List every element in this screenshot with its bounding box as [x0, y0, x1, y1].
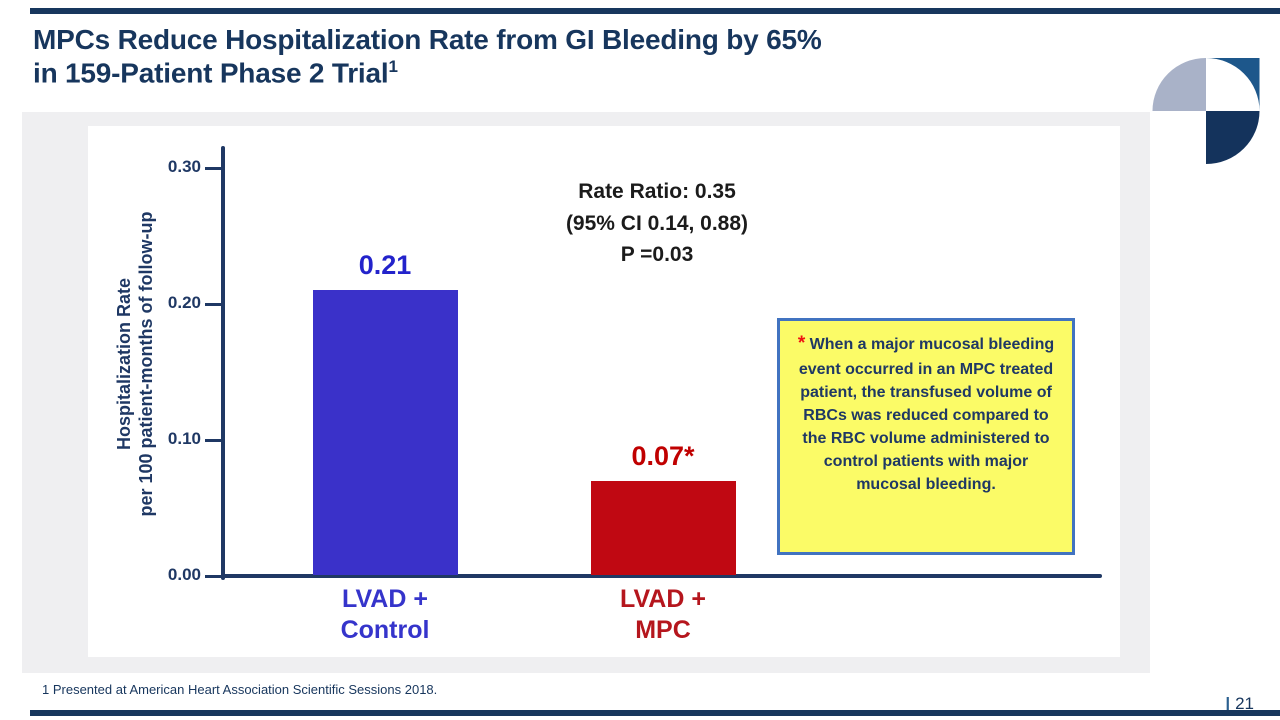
slide-title-line1: MPCs Reduce Hospitalization Rate from GI… [33, 24, 822, 55]
y-axis-tick-mark [205, 302, 221, 306]
stats-p-value: P =0.03 [620, 243, 694, 266]
y-axis-tick-mark [205, 574, 221, 578]
y-axis-line [221, 146, 225, 580]
page-number-value: 21 [1235, 694, 1254, 713]
y-axis-tick-label: 0.10 [167, 429, 201, 448]
y-axis-title: Hospitalization Rate per 100 patient-mon… [114, 149, 160, 579]
slide-title: MPCs Reduce Hospitalization Rate from GI… [33, 24, 1033, 90]
bottom-accent-bar [30, 710, 1280, 716]
bar-control [312, 290, 458, 575]
y-axis-tick-label: 0.30 [167, 157, 201, 176]
y-axis-title-line2: per 100 patient-months of follow-up [135, 211, 156, 517]
stats-rate-ratio: Rate Ratio: 0.35 [578, 180, 736, 203]
bar-mpc [590, 480, 736, 575]
stats-annotation: Rate Ratio: 0.35 (95% CI 0.14, 0.88) P =… [477, 176, 837, 271]
top-accent-bar [30, 8, 1280, 14]
y-axis-tick-label: 0.00 [167, 565, 201, 584]
x-axis-category-label: LVAD + MPC [620, 585, 706, 644]
footnote-callout-box: * When a major mucosal bleeding event oc… [777, 318, 1075, 555]
page-number: | 21 [1190, 694, 1254, 714]
callout-text: When a major mucosal bleeding event occu… [798, 336, 1055, 494]
x-axis-category-label: LVAD + Control [340, 585, 430, 644]
page-number-separator: | [1225, 694, 1231, 713]
bar-value-label: 0.07* [631, 440, 695, 471]
asterisk-marker: * [797, 333, 806, 354]
x-axis-line [221, 574, 1102, 578]
y-axis-tick-mark [205, 438, 221, 442]
stats-confidence-interval: (95% CI 0.14, 0.88) [565, 211, 749, 235]
logo-quarter-navy [1206, 111, 1260, 164]
title-footnote-marker: 1 [388, 56, 398, 76]
company-logo [1152, 58, 1260, 164]
bar-value-label: 0.21 [358, 250, 412, 281]
logo-quarter-blue [1206, 58, 1260, 111]
y-axis-tick-mark [205, 166, 221, 170]
y-axis-tick-label: 0.20 [167, 293, 201, 312]
logo-quarter-light [1152, 58, 1206, 111]
slide-title-line2: in 159-Patient Phase 2 Trial [33, 57, 389, 89]
slide-footnote: 1 Presented at American Heart Associatio… [42, 682, 438, 697]
